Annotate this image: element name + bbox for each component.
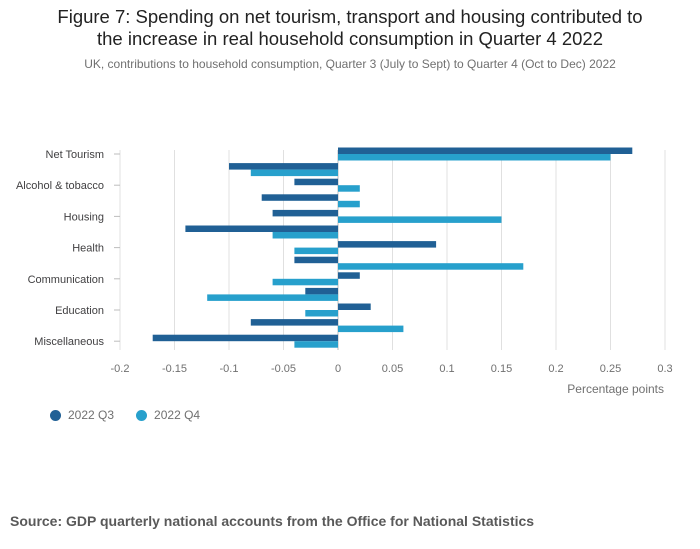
bar-q4 — [294, 247, 338, 255]
x-tick-label: 0.25 — [600, 363, 621, 375]
x-tick-label: 0.2 — [548, 363, 563, 375]
bar-q4 — [338, 200, 360, 208]
x-tick-label: 0.15 — [491, 363, 512, 375]
bar-q3 — [185, 225, 338, 232]
category-label: Net Tourism — [46, 149, 104, 161]
x-tick-label: -0.2 — [111, 363, 130, 375]
bar-q3 — [338, 303, 371, 310]
x-tick-label: 0.1 — [439, 363, 454, 375]
x-tick-label: -0.05 — [271, 363, 296, 375]
bar-q3 — [250, 319, 338, 326]
bar-q4 — [250, 169, 338, 177]
x-tick-label: 0.05 — [382, 363, 403, 375]
x-axis-label: Percentage points — [567, 382, 664, 396]
source-note: Source: GDP quarterly national accounts … — [10, 513, 535, 529]
bar-chart: -0.2 -0.15 -0.1 -0.05 0 0.05 0.1 0.15 0.2 0.25 0.3… — [16, 147, 673, 396]
category-label: Alcohol & tobacco — [16, 180, 104, 192]
bar-q3 — [338, 272, 360, 279]
chart-subtitle: UK, contributions to household consumpti… — [84, 57, 616, 71]
legend-label-q4: 2022 Q4 — [154, 408, 201, 422]
legend-item-q3: 2022 Q3 — [50, 408, 114, 422]
bar-q4 — [338, 263, 524, 270]
bar-q4 — [294, 341, 338, 348]
bar-q4 — [305, 310, 338, 317]
bar-q3 — [261, 194, 338, 201]
category-label: Miscellaneous — [34, 336, 104, 348]
bar-q3 — [338, 241, 437, 248]
bar-q4 — [207, 294, 338, 301]
bar-q3 — [272, 209, 338, 217]
bar-q4 — [338, 154, 611, 161]
bar-q4 — [338, 185, 360, 192]
bar-q3 — [229, 163, 338, 170]
bar-q4 — [338, 216, 502, 223]
category-label: Health — [72, 243, 104, 255]
category-label: Education — [55, 305, 104, 317]
x-tick-label: 0 — [335, 363, 341, 375]
x-tick-label: -0.15 — [162, 363, 187, 375]
legend-label-q3: 2022 Q3 — [68, 408, 115, 422]
x-tick-label: 0.3 — [657, 363, 672, 375]
legend-item-q4: 2022 Q4 — [136, 408, 200, 422]
bar-q4 — [272, 278, 338, 286]
bar-q4 — [338, 325, 404, 333]
legend-swatch-q4 — [136, 409, 148, 421]
x-tick-label: -0.1 — [220, 363, 239, 375]
bar-q3 — [152, 334, 338, 342]
chart-title: Figure 7: Spending on net tourism, trans… — [0, 6, 700, 50]
legend-swatch-q3 — [50, 409, 61, 421]
bar-q4 — [272, 232, 338, 239]
bar-q3 — [294, 178, 338, 186]
bar-q3 — [305, 287, 338, 295]
category-label: Communication — [28, 274, 104, 286]
chart-title-line-1: Figure 7: Spending on net tourism, trans… — [57, 6, 643, 27]
category-label: Housing — [64, 211, 104, 223]
chart-legend: 2022 Q3 2022 Q4 — [50, 408, 200, 422]
bar-q3 — [338, 147, 633, 154]
chart-title-line-2: the increase in real household consumpti… — [97, 28, 603, 49]
bar-q3 — [294, 256, 338, 264]
